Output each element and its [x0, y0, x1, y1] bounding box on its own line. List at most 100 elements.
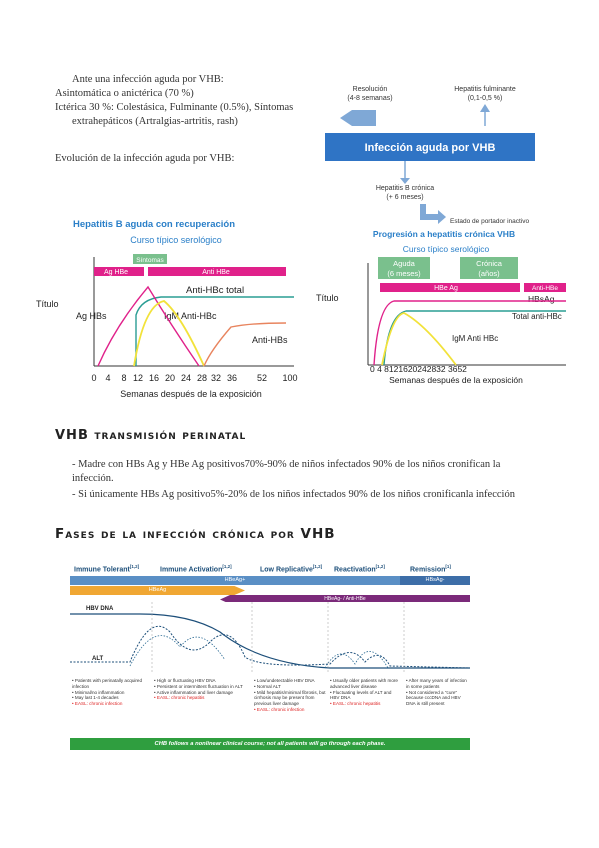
chart-right-hbsag-curve	[373, 300, 566, 366]
phase-low-replicative: Low Replicative[1,2]	[260, 564, 323, 574]
chart-right-ylabel: Título	[316, 293, 339, 303]
chart-right-aguda: Aguda	[393, 259, 416, 268]
intro-line-2: Asintomática o anictérica (70 %)	[55, 88, 194, 99]
chart-right-cronica-sub: (años)	[478, 269, 500, 278]
chart-left-anti-hbs: Anti-HBs	[252, 335, 288, 345]
col4-item: • Fluctuating levels of ALT and HBV DNA	[330, 689, 392, 701]
flow-cronica-sub: (+ 6 meses)	[386, 194, 423, 201]
col2-item-red: • EASL: chronic hepatitis	[154, 695, 205, 701]
flow-main-box-label: Infección aguda por VHB	[365, 142, 496, 154]
hbeag-bar: HBeAg	[70, 586, 245, 595]
chart-left-anti-hbe-bar	[148, 267, 286, 276]
chart-right-hbe-ag-bar	[380, 283, 520, 292]
flow-main-box	[325, 133, 535, 161]
flow-resolucion-arrow	[352, 110, 376, 126]
chart-left-sintomas: Síntomas	[136, 257, 164, 264]
flow-arrow-left-icon	[340, 110, 352, 126]
flow-portador: Estado de portador inactivo	[450, 218, 530, 225]
chart-left-tick-5: 20	[165, 373, 175, 383]
chart-left-tick-0: 0	[91, 373, 96, 383]
evolution-flow-diagram: Resolución (4-8 semanas) Hepatitis fulmi…	[325, 86, 535, 225]
intro-line-1: Ante una infección aguda por VHB:	[72, 74, 224, 85]
col3-item-red: • EASL: chronic infection	[254, 706, 305, 712]
col2-item: • Persistent or intermittent fluctuation…	[154, 683, 243, 689]
chart-right-hbsag: HBsAg	[528, 294, 555, 304]
hbsag-negative-band: HBsAg-	[400, 576, 470, 585]
phase-column-3: • Low/undetectable HBV DNA • Normal ALT …	[254, 678, 326, 713]
chart-right-aguda-sub: (6 meses)	[387, 269, 421, 278]
flow-arrow-right-icon	[438, 210, 446, 224]
chart-left-subtitle: Curso típico serológico	[130, 235, 222, 245]
col3-item: • Mild hepatitis/minimal fibrosis, but c…	[254, 689, 326, 707]
flow-fulminante: Hepatitis fulminante	[454, 86, 516, 93]
chart-right-aguda-box	[378, 257, 430, 279]
phase-column-5: • After many years of infection in some …	[406, 678, 470, 707]
fases-heading: Fases de la infección crónica por VHB	[55, 526, 336, 542]
chart-left-igm-curve	[133, 300, 205, 367]
chart-right-ticks: 0 4 8121620242832 3652	[370, 364, 467, 374]
phase-immune-tolerant: Immune Tolerant[1,2]	[74, 564, 140, 574]
chart-right-cronica: Crónica	[476, 259, 503, 268]
evolucion-line: Evolución de la infección aguda por VHB:	[55, 153, 235, 164]
chart-left-anti-hbc-curve	[135, 296, 294, 366]
chart-left-sintomas-box	[133, 254, 167, 264]
flow-portador-arrow	[420, 204, 426, 218]
fases-footer-bar: CHB follows a nonlinear clinical course;…	[70, 738, 470, 750]
chart-left-tick-4: 16	[149, 373, 159, 383]
alt-curve	[70, 625, 470, 669]
col1-item-red: • EASL: chronic infection	[72, 701, 123, 707]
chart-right-anti-hbe: Anti-HBe	[532, 285, 558, 292]
chart-left-ylabel: Título	[36, 299, 59, 309]
chart-right-anti-hbe-bar	[524, 283, 566, 292]
chart-right-subtitle: Curso típico serológico	[403, 244, 490, 254]
fases-figure: Immune Tolerant[1,2] Immune Activation[1…	[70, 562, 540, 754]
chart-left-tick-2: 8	[121, 373, 126, 383]
hbv-dna-label: HBV DNA	[86, 606, 114, 612]
chart-left-ag-hbe-bar	[94, 267, 144, 276]
phase-column-4: • Usually older patients with more advan…	[330, 678, 402, 707]
intro-line-3: Ictérica 30 %: Colestásica, Fulminante (…	[55, 102, 294, 113]
fases-curves: HBV DNA ALT	[70, 602, 470, 674]
alt-label: ALT	[92, 656, 104, 662]
phase-reactivation: Reactivation[1,2]	[334, 564, 385, 574]
chart-acute-recovery: Hepatitis B aguda con recuperación Curso…	[36, 219, 298, 399]
fases-curve-bg	[70, 602, 470, 674]
chart-left-xlabel: Semanas después de la exposición	[120, 389, 262, 399]
chart-left-igm: IgM Anti-HBc	[164, 311, 217, 321]
col4-item-red: • EASL: chronic hepatitis	[330, 701, 381, 707]
col2-item: • Active inflammation and liver damage	[154, 689, 233, 695]
chart-left-tick-7: 28	[197, 373, 207, 383]
col2-item: • High or fluctuating HBV DNA	[154, 678, 216, 683]
col1-item: • May last 1-4 decades	[72, 695, 119, 701]
chart-left-ticks: 0 4 8 12 16 20 24 28 32 36 52 100	[91, 373, 297, 383]
flow-resolucion: Resolución	[353, 86, 388, 93]
intro-line-4: extrahepáticos (Artralgias-artritis, ras…	[72, 116, 238, 127]
chart-left-tick-1: 4	[105, 373, 110, 383]
chart-right-hbe-ag: HBe Ag	[434, 285, 458, 292]
chart-left-tick-10: 52	[257, 373, 267, 383]
chart-right-title: Progresión a hepatitis crónica VHB	[373, 229, 515, 239]
chart-left-anti-hbe: Anti HBe	[202, 269, 230, 276]
col5-item: • Not considered a "cure" because cccDNA…	[406, 689, 461, 707]
chart-right-xlabel: Semanas después de la exposición	[389, 375, 523, 385]
chart-left-anti-hbs-curve	[203, 322, 287, 367]
phase-immune-activation: Immune Activation[1,2]	[160, 564, 232, 574]
hbeag-negative-bar: HBeAg- / Anti-HBe	[220, 595, 470, 604]
fluctuation-curve-2	[324, 651, 389, 669]
chart-right-total-anti-hbc: Total anti-HBc	[512, 312, 562, 321]
chart-left-tick-11: 100	[282, 373, 297, 383]
flow-arrow-up-icon	[480, 104, 490, 112]
phase-remission: Remission[1]	[410, 564, 451, 574]
chart-left-ag-hbs: Ag HBs	[76, 311, 107, 321]
col3-item: • Normal ALT	[254, 683, 281, 689]
perinatal-bullet-1: - Madre con HBs Ag y HBe Ag positivos70%…	[72, 459, 501, 484]
phase-column-2: • High or fluctuating HBV DNA • Persiste…	[154, 678, 250, 701]
chart-left-tick-8: 32	[211, 373, 221, 383]
chart-left-tick-9: 36	[227, 373, 237, 383]
flow-resolucion-sub: (4-8 semanas)	[347, 95, 392, 102]
flow-cronica: Hepatitis B crónica	[376, 185, 434, 192]
col3-item: • Low/undetectable HBV DNA	[254, 678, 315, 683]
col1-item: • Minimal/no inflammation	[72, 689, 125, 695]
chart-left-title: Hepatitis B aguda con recuperación	[73, 219, 235, 230]
flow-arrow-down-icon	[400, 178, 410, 184]
